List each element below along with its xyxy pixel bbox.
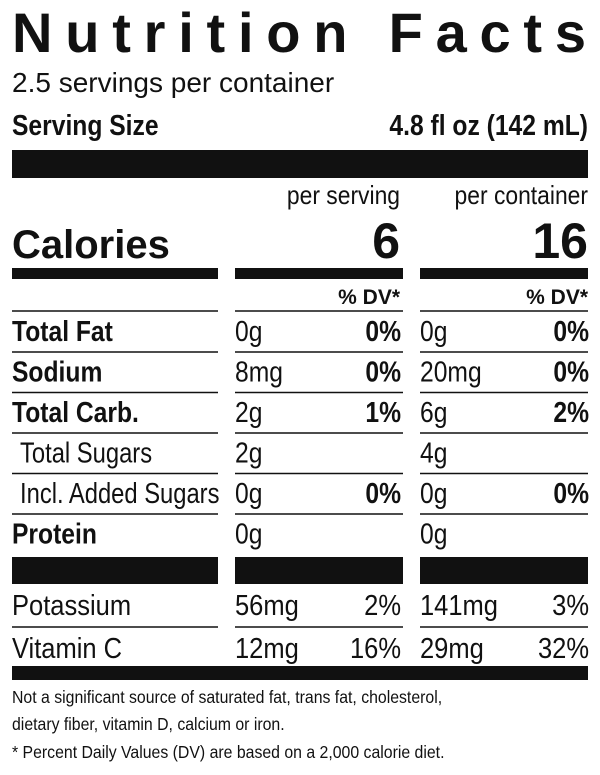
calories-value: 16: [532, 213, 588, 269]
amount: 2g: [235, 396, 262, 428]
servings: 2.5 servings per container: [12, 67, 334, 98]
bar: [235, 268, 403, 279]
dv-header: % DV*: [526, 286, 589, 309]
daily-value: 16%: [350, 631, 401, 664]
amount: 0g: [235, 477, 262, 509]
bar: [420, 268, 588, 279]
vitamin-name: Potassium: [12, 588, 131, 621]
daily-value: 0%: [553, 315, 589, 347]
bar: [420, 557, 588, 584]
daily-value: 32%: [538, 631, 589, 664]
thick-bar: [12, 150, 588, 178]
amount: 0g: [235, 518, 262, 550]
calories-label: Calories: [12, 223, 170, 267]
daily-value: 0%: [365, 356, 401, 388]
footnote: * Percent Daily Values (DV) are based on…: [12, 742, 444, 762]
daily-value: 0%: [553, 356, 589, 388]
amount: 0g: [235, 315, 262, 347]
daily-value: 0%: [365, 477, 401, 509]
amount: 56mg: [235, 588, 299, 621]
footnote: Not a significant source of saturated fa…: [12, 687, 442, 707]
bar: [235, 557, 403, 584]
serving-size-label: Serving Size: [12, 109, 159, 141]
bar: [12, 557, 218, 584]
dv-header: % DV*: [338, 286, 401, 309]
amount: 12mg: [235, 631, 299, 664]
vitamin-name: Vitamin C: [12, 631, 122, 664]
title: Nutrition Facts: [12, 1, 586, 64]
daily-value: 0%: [553, 477, 589, 509]
amount: 141mg: [420, 588, 498, 621]
amount: 0g: [420, 315, 447, 347]
daily-value: 2%: [364, 588, 401, 621]
daily-value: 3%: [552, 588, 589, 621]
amount: 29mg: [420, 631, 484, 664]
amount: 2g: [235, 437, 262, 469]
amount: 20mg: [420, 356, 482, 388]
nutrient-name: Total Carb.: [12, 396, 139, 428]
daily-value: 2%: [553, 396, 589, 428]
amount: 6g: [420, 396, 447, 428]
nutrient-name: Protein: [12, 518, 97, 550]
amount: 4g: [420, 437, 447, 469]
amount: 8mg: [235, 356, 283, 388]
calories-value: 6: [372, 213, 400, 269]
column-header: per container: [455, 182, 588, 211]
nutrient-name: Incl. Added Sugars: [20, 477, 219, 510]
bottom-bar: [12, 666, 588, 680]
bar: [12, 268, 218, 279]
nutrient-name: Sodium: [12, 356, 102, 388]
daily-value: 1%: [365, 396, 401, 428]
nutrient-name: Total Sugars: [20, 436, 152, 469]
column-header: per serving: [287, 182, 400, 211]
footnote: dietary fiber, vitamin D, calcium or iro…: [12, 714, 285, 734]
nutrient-name: Total Fat: [12, 315, 113, 347]
daily-value: 0%: [365, 315, 401, 347]
amount: 0g: [420, 518, 447, 550]
amount: 0g: [420, 477, 447, 509]
serving-size-value: 4.8 fl oz (142 mL): [389, 109, 588, 141]
